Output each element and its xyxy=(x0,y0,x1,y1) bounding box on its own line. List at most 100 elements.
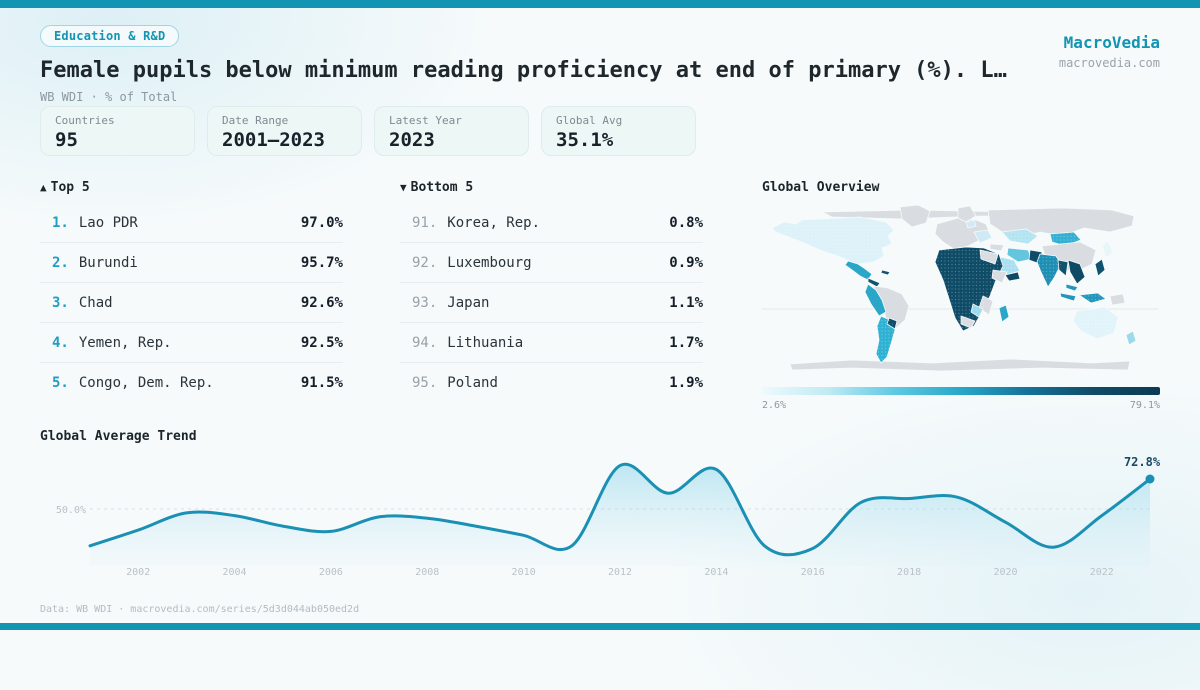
stat-card: Date Range 2001—2023 xyxy=(207,106,362,156)
map-region-yemen xyxy=(1004,271,1021,282)
map-region-greenland xyxy=(899,204,931,228)
map-region-philippines xyxy=(1094,258,1106,277)
trend-header: Global Average Trend xyxy=(40,429,197,444)
y-axis-label: 50.0% xyxy=(56,505,86,516)
country-value: 97.0% xyxy=(300,214,343,231)
country-value: 0.9% xyxy=(669,254,703,271)
country-name: Korea, Rep. xyxy=(447,214,541,231)
stat-card-value: 95 xyxy=(55,129,78,151)
x-axis-tick-label: 2018 xyxy=(897,567,921,578)
map-region-papua xyxy=(1109,293,1126,306)
map-region-caribbean xyxy=(880,269,891,276)
country-name: Congo, Dem. Rep. xyxy=(78,375,214,391)
rank-number: 5. xyxy=(52,375,69,391)
country-value: 1.1% xyxy=(669,294,703,311)
map-region-madagascar xyxy=(998,304,1010,323)
country-name: Poland xyxy=(447,375,498,391)
x-axis-tick-label: 2008 xyxy=(415,567,439,578)
map-region-japan xyxy=(1101,240,1114,259)
map-color-scale xyxy=(762,387,1160,395)
map-section: Global Overview xyxy=(762,181,1160,411)
top5-header: ▲ Top 5 xyxy=(40,181,343,195)
x-axis-tick-label: 2004 xyxy=(222,567,246,578)
x-axis-tick-label: 2012 xyxy=(608,567,632,578)
rank-number: 2. xyxy=(52,254,69,271)
category-badge: Education & R&D xyxy=(40,25,180,47)
rank-number: 93. xyxy=(412,294,438,311)
bottom-accent-bar xyxy=(0,623,1200,630)
map-region-andes xyxy=(864,283,887,317)
bottom5-header: ▼ Bottom 5 xyxy=(400,181,703,195)
list-item: 4. Yemen, Rep. 92.5% xyxy=(40,323,343,363)
list-item: 95. Poland 1.9% xyxy=(400,363,703,403)
stat-card: Latest Year 2023 xyxy=(374,106,529,156)
source-attribution: Data: WB WDI · macrovedia.com/series/5d3… xyxy=(40,604,360,615)
x-axis-tick-label: 2022 xyxy=(1090,567,1114,578)
map-region-indonesia-west xyxy=(1059,292,1077,302)
trend-section: Global Average Trend 50.0% 72.8% 2002 200… xyxy=(40,430,1160,591)
x-axis-tick-label: 2010 xyxy=(512,567,536,578)
stat-card-label: Latest Year xyxy=(389,114,462,127)
map-region-indochina xyxy=(1067,259,1086,285)
map-region-malaysia xyxy=(1065,283,1079,292)
x-axis-tick-label: 2014 xyxy=(704,567,728,578)
map-region-new-zealand xyxy=(1125,330,1137,346)
up-arrow-icon: ▲ xyxy=(40,181,47,194)
x-axis-ticks: 2002 2004 2006 2008 2010 2012 2014 2016 2018 2020… xyxy=(126,567,1114,578)
country-name: Lao PDR xyxy=(78,214,138,231)
rank-number: 91. xyxy=(412,214,438,231)
list-item: 92. Luxembourg 0.9% xyxy=(400,243,703,283)
trend-line-chart: 50.0% 72.8% 2002 2004 2006 2008 2010 2012 2014… xyxy=(56,455,1160,578)
map-region-turkey xyxy=(989,243,1005,252)
brand-block: MacroVedia macrovedia.com xyxy=(1059,33,1160,70)
world-choropleth-map xyxy=(762,204,1158,372)
country-value: 91.5% xyxy=(300,375,343,391)
trend-area-fill xyxy=(90,464,1150,566)
rank-number: 92. xyxy=(412,254,438,271)
rank-number: 1. xyxy=(52,214,69,231)
map-region-antarctica xyxy=(789,358,1131,372)
country-value: 1.7% xyxy=(669,334,703,351)
list-item: 5. Congo, Dem. Rep. 91.5% xyxy=(40,363,343,403)
stat-cards-row: Countries 95 Date Range 2001—2023 Latest Yea… xyxy=(40,106,696,156)
x-axis-tick-label: 2016 xyxy=(801,567,825,578)
scale-max-label: 79.1% xyxy=(1129,400,1160,411)
brand-logo: MacroVedia xyxy=(1063,33,1160,52)
main-columns: ▲ Top 5 1. Lao PDR 97.0% 2. Burundi 95.7% 3. Cha… xyxy=(40,181,1160,411)
x-axis-tick-label: 2002 xyxy=(126,567,150,578)
map-header: Global Overview xyxy=(762,180,880,195)
top-accent-bar xyxy=(0,0,1200,8)
country-value: 92.5% xyxy=(300,334,343,351)
country-name: Lithuania xyxy=(447,334,524,351)
trend-endpoint-label: 72.8% xyxy=(1124,455,1160,469)
x-axis-tick-label: 2006 xyxy=(319,567,343,578)
scale-min-label: 2.6% xyxy=(762,400,787,411)
list-item: 94. Lithuania 1.7% xyxy=(400,323,703,363)
top5-section: ▲ Top 5 1. Lao PDR 97.0% 2. Burundi 95.7% 3. Cha… xyxy=(40,181,343,411)
list-item: 93. Japan 1.1% xyxy=(400,283,703,323)
country-name: Yemen, Rep. xyxy=(78,334,172,351)
country-name: Chad xyxy=(78,294,113,311)
trend-line xyxy=(88,462,1152,557)
rank-number: 95. xyxy=(412,375,438,391)
stat-card: Global Avg 35.1% xyxy=(541,106,696,156)
stat-card: Countries 95 xyxy=(40,106,195,156)
country-value: 1.9% xyxy=(669,375,703,391)
map-region-baltics xyxy=(965,219,977,229)
header: Education & R&D Female pupils below mini… xyxy=(40,25,1007,104)
rank-number: 94. xyxy=(412,334,438,351)
x-axis-tick-label: 2020 xyxy=(993,567,1017,578)
map-scale-labels: 2.6% 79.1% xyxy=(762,400,1160,411)
list-item: 2. Burundi 95.7% xyxy=(40,243,343,283)
rank-number: 3. xyxy=(52,294,69,311)
list-item: 91. Korea, Rep. 0.8% xyxy=(400,203,703,243)
bottom5-section: ▼ Bottom 5 91. Korea, Rep. 0.8% 92. Luxembour… xyxy=(400,181,703,411)
stat-card-value: 35.1% xyxy=(556,129,614,151)
country-name: Burundi xyxy=(78,254,138,271)
map-region-eastern-europe xyxy=(973,229,993,244)
stat-card-label: Countries xyxy=(55,114,115,127)
down-arrow-icon: ▼ xyxy=(400,181,407,194)
map-region-iran xyxy=(1006,247,1033,263)
stat-card-label: Global Avg xyxy=(556,114,623,127)
